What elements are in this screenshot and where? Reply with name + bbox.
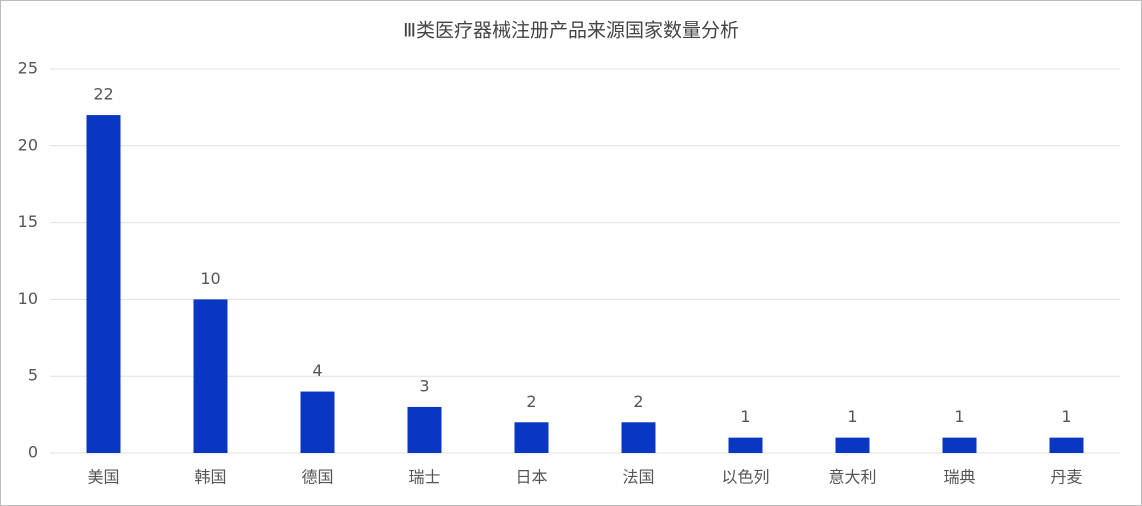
y-tick-label: 10 [18, 289, 38, 308]
y-tick-label: 25 [18, 59, 38, 78]
x-tick-label: 日本 [515, 468, 547, 487]
y-tick-label: 15 [18, 212, 38, 231]
x-tick-label: 美国 [87, 468, 119, 487]
bar [728, 437, 763, 453]
data-label: 1 [740, 407, 750, 426]
data-label: 2 [526, 392, 536, 411]
x-tick-label: 丹麦 [1050, 468, 1082, 487]
bar [86, 115, 121, 453]
data-label: 1 [847, 407, 857, 426]
bar [300, 391, 335, 453]
y-tick-label: 0 [28, 443, 38, 462]
x-tick-label: 以色列 [721, 468, 769, 487]
data-label: 22 [93, 85, 113, 104]
bar [942, 437, 977, 453]
x-tick-label: 瑞典 [943, 468, 975, 487]
data-label: 10 [200, 269, 220, 288]
bar [514, 422, 549, 453]
chart-title: Ⅲ类医疗器械注册产品来源国家数量分析 [403, 20, 739, 42]
bar [835, 437, 870, 453]
data-label: 3 [419, 376, 429, 395]
data-label: 1 [954, 407, 964, 426]
data-label: 2 [633, 392, 643, 411]
data-label: 1 [1061, 407, 1071, 426]
x-tick-label: 德国 [301, 468, 333, 487]
bar [621, 422, 656, 453]
x-tick-label: 法国 [622, 468, 654, 487]
y-tick-label: 20 [18, 135, 38, 154]
data-label: 4 [312, 361, 322, 380]
x-tick-label: 瑞士 [408, 468, 440, 487]
x-tick-label: 意大利 [828, 468, 876, 487]
bar [193, 299, 228, 453]
bar [1049, 437, 1084, 453]
bar [407, 406, 442, 453]
x-tick-label: 韩国 [194, 468, 226, 487]
y-tick-label: 5 [28, 366, 38, 385]
